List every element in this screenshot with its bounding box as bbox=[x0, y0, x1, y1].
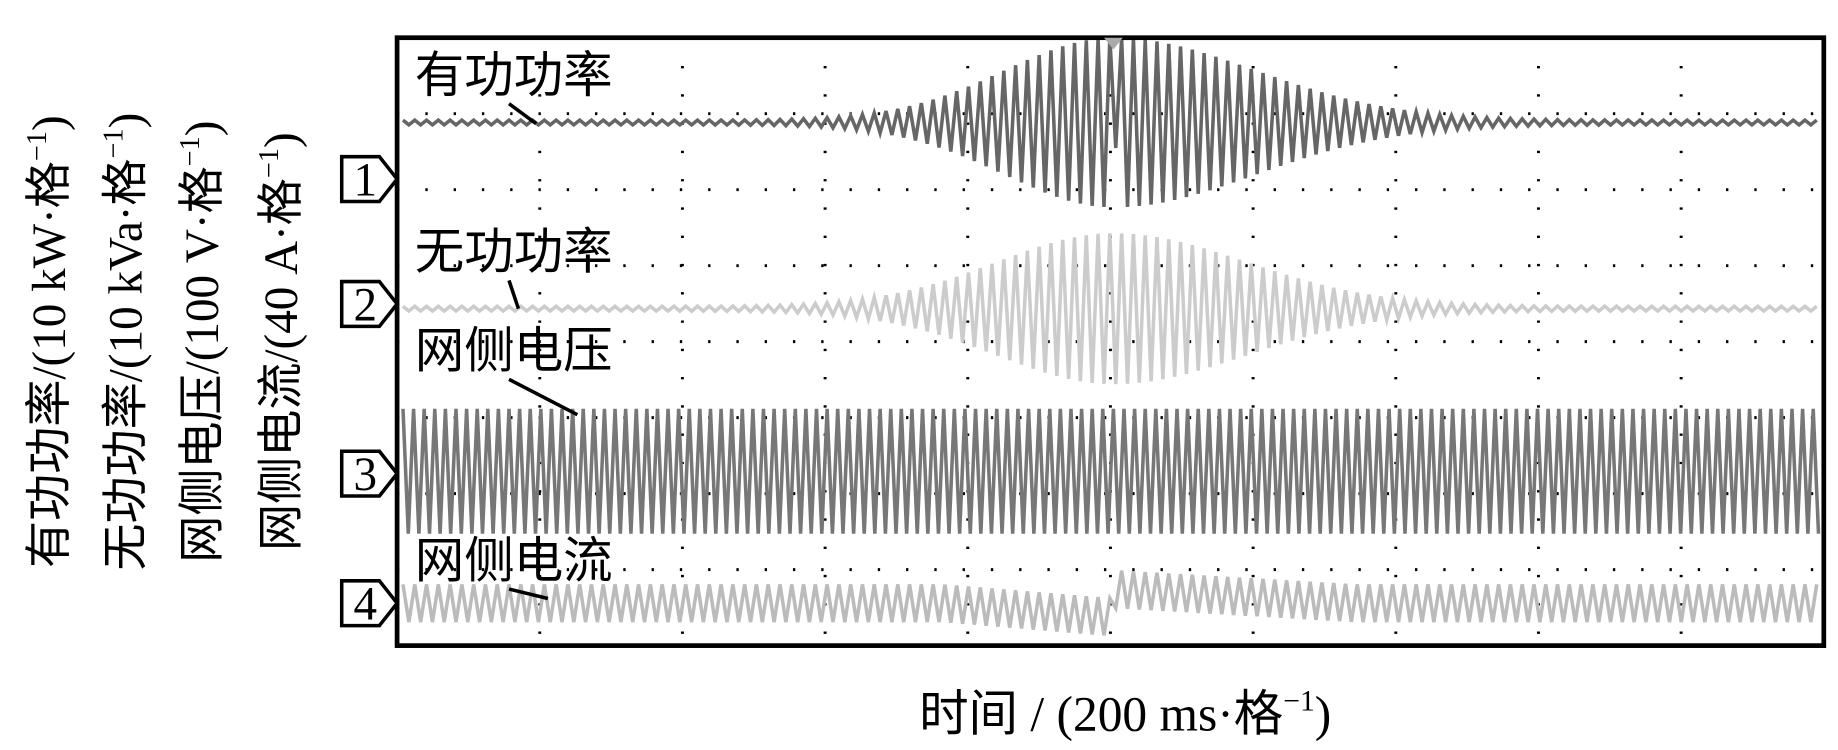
label-end: ) bbox=[100, 113, 152, 129]
y-axis-label: 网侧电流/(40 A·格−1) bbox=[254, 132, 308, 551]
channel-marker bbox=[339, 579, 400, 628]
label-text: 时间 / (200 ms·格 bbox=[919, 686, 1283, 741]
label-sup: −1 bbox=[1283, 685, 1315, 717]
label-end: ) bbox=[256, 132, 308, 148]
label-end: ) bbox=[24, 115, 76, 131]
trace-label: 网侧电流 bbox=[415, 533, 613, 588]
label-sup: −1 bbox=[254, 148, 285, 178]
waveform bbox=[401, 408, 1821, 534]
leader-line bbox=[507, 102, 538, 126]
label-text: 无功功率/(10 kVa·格 bbox=[100, 158, 152, 570]
x-axis-label: 时间 / (200 ms·格−1) bbox=[919, 685, 1331, 741]
channel-marker bbox=[339, 449, 400, 498]
y-axis-label: 有功功率/(10 kW·格−1) bbox=[22, 115, 76, 568]
trace-label: 无功功率 bbox=[415, 225, 613, 280]
waveform bbox=[401, 233, 1818, 385]
leader-line bbox=[508, 377, 579, 417]
channel-number: 4 bbox=[353, 579, 377, 631]
y-axis-label: 无功功率/(10 kVa·格−1) bbox=[99, 113, 153, 571]
label-text: 有功功率/(10 kW·格 bbox=[24, 161, 76, 568]
channel-number: 1 bbox=[353, 155, 377, 207]
channel-marker bbox=[339, 279, 400, 329]
trigger-marker bbox=[1103, 37, 1123, 50]
label-sup: −1 bbox=[22, 131, 53, 161]
channel-marker bbox=[339, 154, 400, 204]
label-end: ) bbox=[1315, 686, 1331, 741]
leader-line bbox=[507, 279, 521, 310]
labels: 有功功率/(10 kW·格−1)无功功率/(10 kVa·格−1)网侧电压/(1… bbox=[22, 48, 1331, 742]
label-end: ) bbox=[177, 121, 229, 137]
trace-label: 网侧电压 bbox=[415, 324, 613, 379]
label-text: 网侧电压/(100 V·格 bbox=[177, 166, 229, 562]
trace-label: 有功功率 bbox=[415, 48, 613, 103]
leader-line bbox=[508, 587, 549, 601]
channel-number: 3 bbox=[353, 449, 377, 501]
y-axis-label: 网侧电压/(100 V·格−1) bbox=[175, 121, 229, 563]
label-sup: −1 bbox=[175, 136, 206, 166]
channel-number: 2 bbox=[353, 279, 377, 331]
screen-frame bbox=[394, 35, 1827, 648]
waveform bbox=[401, 570, 1819, 636]
label-text: 网侧电流/(40 A·格 bbox=[256, 178, 308, 551]
label-sup: −1 bbox=[99, 128, 130, 158]
